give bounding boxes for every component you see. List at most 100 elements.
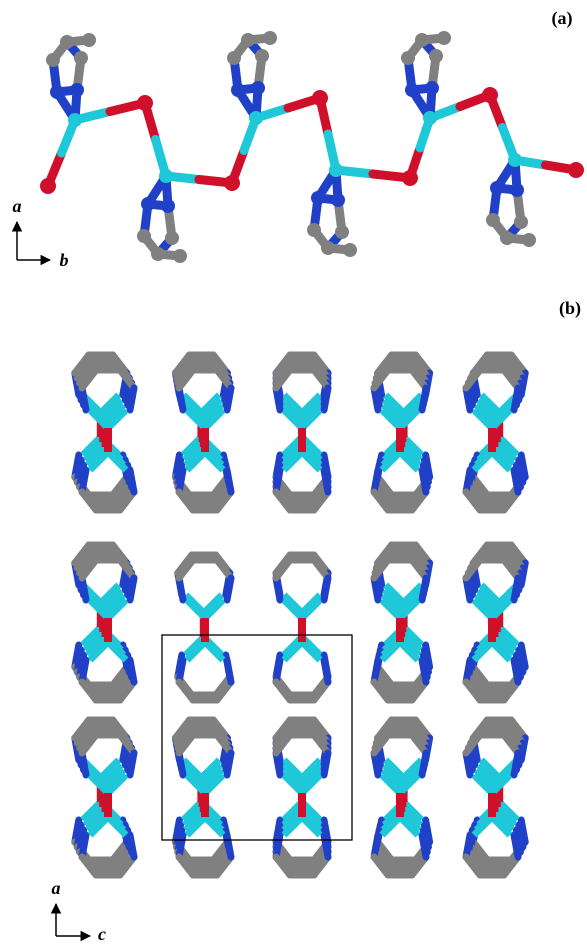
- panel-b: [71, 351, 529, 879]
- atom: [251, 81, 265, 95]
- bond: [469, 663, 491, 689]
- bond: [78, 556, 100, 582]
- bond: [109, 473, 131, 499]
- bond: [397, 772, 421, 796]
- bond: [310, 366, 332, 392]
- bond: [370, 384, 382, 414]
- bond: [507, 541, 529, 567]
- bond: [184, 597, 208, 621]
- bond: [397, 449, 421, 473]
- bond: [398, 809, 422, 833]
- bond: [78, 384, 90, 414]
- bond: [184, 639, 208, 663]
- bond: [87, 449, 111, 473]
- bond: [76, 361, 98, 387]
- bond: [85, 444, 109, 468]
- panel-label: (b): [559, 298, 581, 319]
- molecule-stack: [370, 351, 434, 514]
- bond: [78, 853, 100, 879]
- bond: [467, 668, 489, 694]
- atom: [231, 83, 245, 97]
- atom: [490, 181, 504, 195]
- atom: [249, 111, 263, 125]
- atom: [429, 49, 443, 63]
- bond: [201, 402, 225, 426]
- bond: [320, 749, 332, 779]
- bond: [489, 814, 513, 838]
- bond: [171, 351, 193, 377]
- bond: [272, 749, 284, 779]
- bond: [398, 444, 422, 468]
- bond: [175, 731, 197, 757]
- atom: [510, 183, 524, 197]
- bond: [223, 656, 235, 686]
- bond: [467, 843, 489, 869]
- bond: [418, 384, 430, 414]
- atom: [486, 213, 500, 227]
- bond: [109, 663, 131, 689]
- bond: [370, 466, 382, 496]
- bond: [174, 551, 196, 577]
- bond: [380, 767, 404, 791]
- bond: [408, 366, 430, 392]
- bond: [412, 541, 434, 567]
- bond: [399, 804, 423, 828]
- molecule-stack: [174, 551, 235, 704]
- atom: [307, 223, 321, 237]
- bond: [471, 772, 495, 796]
- atom: [401, 51, 415, 65]
- bond: [213, 556, 235, 582]
- bond: [462, 366, 484, 392]
- bond: [76, 726, 98, 752]
- atom: [508, 153, 522, 167]
- atom: [311, 191, 325, 205]
- bond: [299, 449, 323, 473]
- atom: [500, 231, 514, 245]
- bond: [111, 478, 133, 504]
- bond: [116, 556, 138, 582]
- atom: [321, 241, 335, 255]
- bond: [114, 483, 136, 509]
- bond: [476, 397, 500, 421]
- bond: [410, 356, 432, 382]
- bond: [78, 731, 100, 757]
- bond: [397, 814, 421, 838]
- bond: [383, 582, 407, 606]
- bond: [281, 814, 305, 838]
- atom: [335, 225, 349, 239]
- bond: [213, 488, 235, 514]
- bond: [109, 838, 131, 864]
- atom: [141, 197, 155, 211]
- bond: [299, 397, 323, 421]
- atom: [50, 85, 64, 99]
- bond: [272, 853, 294, 879]
- bond: [87, 597, 111, 621]
- bond: [103, 767, 127, 791]
- bond: [184, 407, 208, 431]
- axis-label: c: [98, 924, 106, 944]
- molecule-stack: [370, 716, 434, 879]
- bond: [496, 799, 520, 823]
- bond: [76, 551, 98, 577]
- bond: [272, 556, 294, 582]
- bond: [281, 392, 305, 416]
- bond: [116, 488, 138, 514]
- bond: [379, 449, 403, 473]
- bond: [299, 592, 323, 616]
- atom: [40, 178, 56, 194]
- bond: [299, 772, 323, 796]
- bond: [126, 574, 138, 604]
- bond: [85, 634, 109, 658]
- bond: [175, 384, 187, 414]
- bond: [471, 597, 495, 621]
- bond: [381, 762, 405, 786]
- molecule-stack: [71, 541, 138, 704]
- bond: [370, 731, 392, 757]
- bond: [478, 392, 502, 416]
- bond: [175, 556, 197, 582]
- bond: [71, 716, 93, 742]
- bond: [281, 772, 305, 796]
- axis-label: b: [60, 250, 69, 270]
- bond: [299, 639, 323, 663]
- bond: [370, 488, 392, 514]
